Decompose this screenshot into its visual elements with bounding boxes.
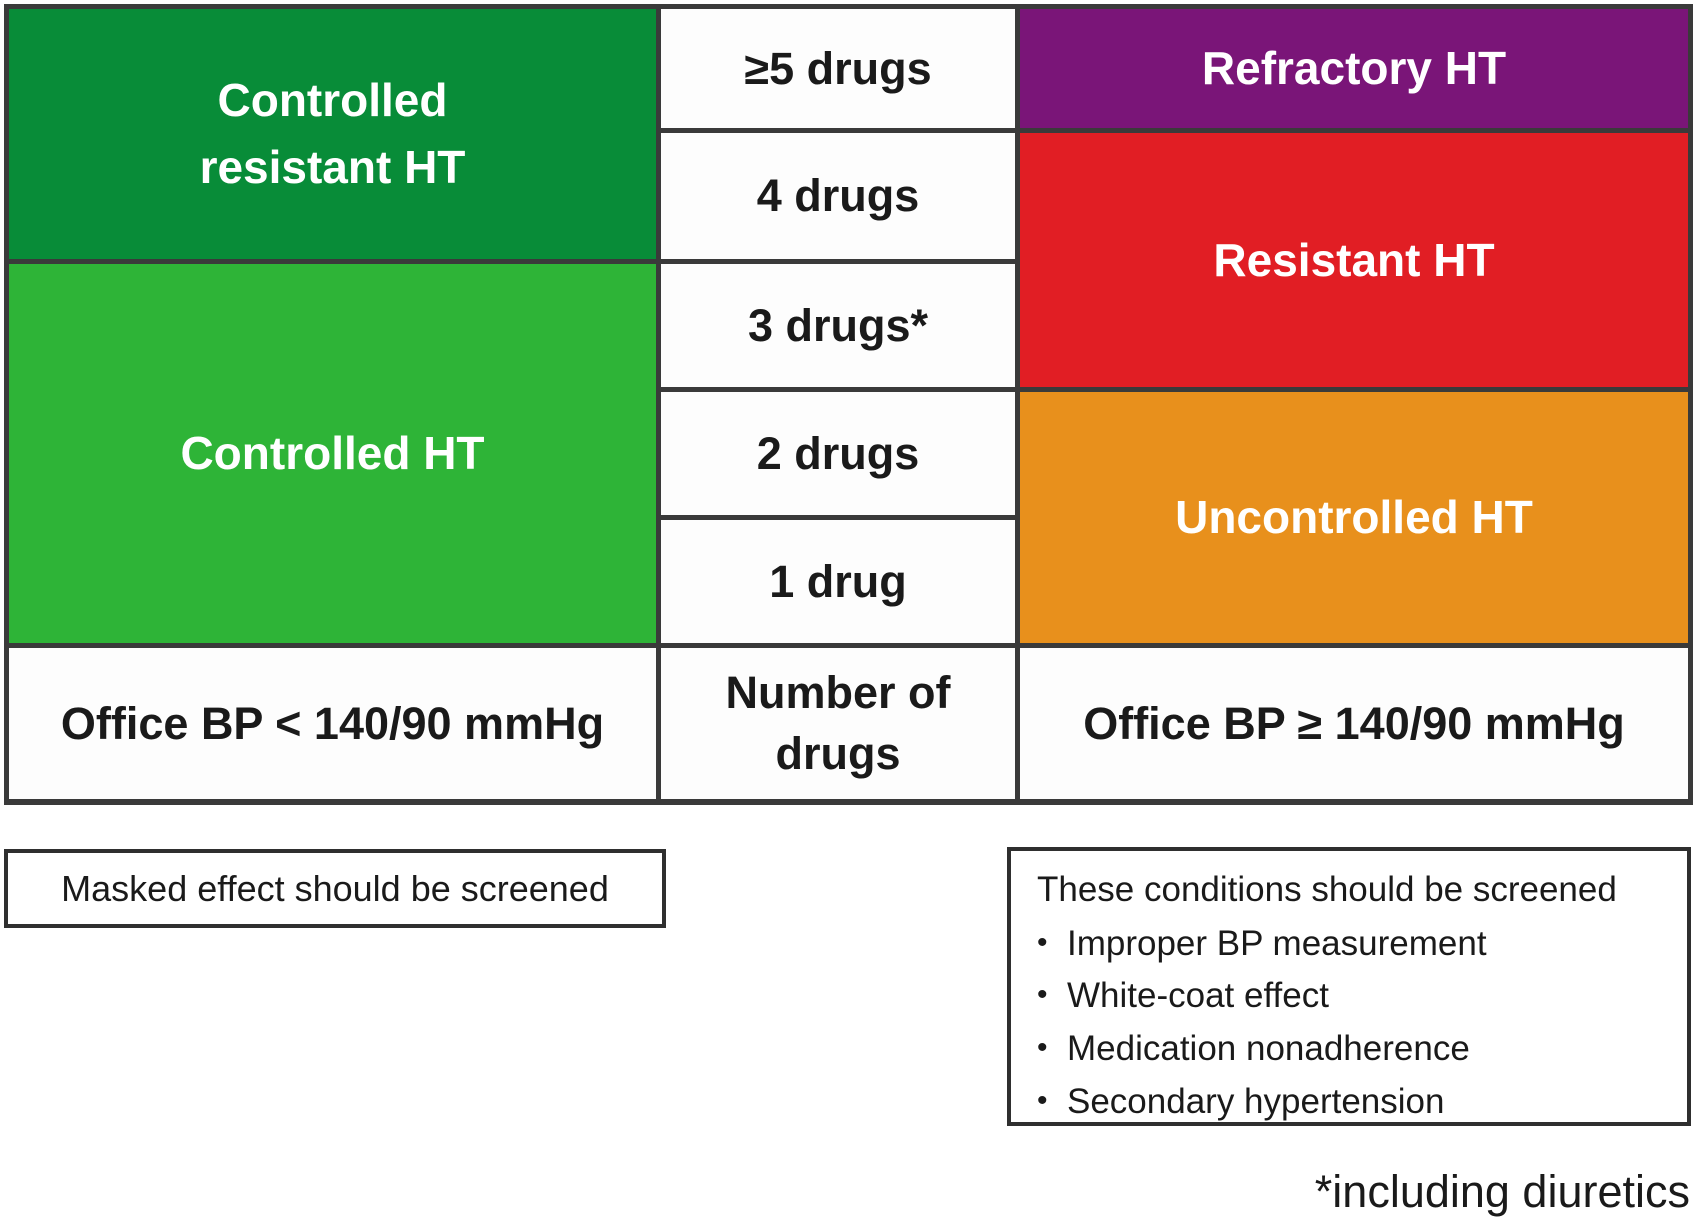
cell-4-drugs: 4 drugs [661,133,1015,259]
number-of-drugs-label-line2: drugs [775,727,901,779]
resistant-ht-label: Resistant HT [1213,233,1495,286]
screening-condition-text: Medication nonadherence [1067,1029,1470,1068]
screening-conditions-note-box: These conditions should be screened • Im… [1007,847,1691,1126]
cell-number-of-drugs: Number of drugs [661,648,1015,799]
cell-5-or-more-drugs: ≥5 drugs [661,9,1015,128]
including-diuretics-footnote: *including diuretics [1314,1166,1690,1217]
masked-effect-note-box: Masked effect should be screened [4,849,666,928]
cell-controlled-resistant-ht: Controlled resistant HT [9,9,656,259]
cell-1-drug: 1 drug [661,520,1015,643]
cell-office-bp-above-threshold: Office BP ≥ 140/90 mmHg [1020,648,1688,799]
screening-condition-text: White-coat effect [1067,976,1329,1016]
3-drugs-label: 3 drugs* [747,299,929,351]
cell-3-drugs: 3 drugs* [661,264,1015,387]
controlled-resistant-ht-label-line1: Controlled [217,74,448,127]
2-drugs-label: 2 drugs [756,427,920,479]
screening-condition-item: • Secondary hypertension [1037,1080,1677,1124]
controlled-ht-label: Controlled HT [180,427,485,480]
controlled-resistant-ht-label-line2: resistant HT [199,141,466,193]
cell-controlled-ht: Controlled HT [9,264,656,643]
bullet-icon: • [1037,925,1048,959]
screening-condition-item: • Improper BP measurement [1037,922,1677,966]
screening-condition-item: • Medication nonadherence [1037,1027,1677,1071]
screening-condition-item: • White-coat effect [1037,974,1677,1018]
classification-table: Controlled resistant HT Controlled HT Of… [4,4,1693,805]
5-or-more-drugs-label: ≥5 drugs [744,42,932,94]
cell-resistant-ht: Resistant HT [1020,133,1688,387]
cell-uncontrolled-ht: Uncontrolled HT [1020,392,1688,643]
4-drugs-label: 4 drugs [756,170,920,222]
cell-refractory-ht: Refractory HT [1020,9,1688,128]
screening-condition-text: Secondary hypertension [1067,1081,1445,1121]
number-of-drugs-label-line1: Number of [725,666,951,718]
office-bp-below-threshold-label: Office BP < 140/90 mmHg [60,697,605,749]
bullet-icon: • [1037,978,1048,1012]
cell-2-drugs: 2 drugs [661,392,1015,515]
uncontrolled-ht-label: Uncontrolled HT [1175,491,1533,544]
bullet-icon: • [1037,1083,1048,1117]
cell-office-bp-below-threshold: Office BP < 140/90 mmHg [9,648,656,799]
refractory-ht-label: Refractory HT [1201,42,1507,95]
screening-conditions-title: These conditions should be screened [1037,870,1617,909]
1-drug-label: 1 drug [769,555,907,607]
bullet-icon: • [1037,1031,1048,1064]
office-bp-above-threshold-label: Office BP ≥ 140/90 mmHg [1083,697,1625,749]
masked-effect-note-text: Masked effect should be screened [61,867,609,909]
screening-condition-text: Improper BP measurement [1067,923,1487,963]
